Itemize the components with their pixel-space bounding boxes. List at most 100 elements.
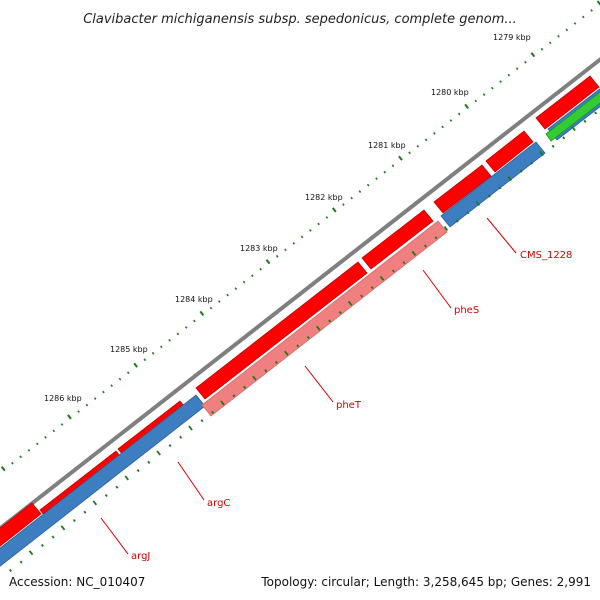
feature-green[interactable] bbox=[545, 83, 600, 142]
tick-label: 1286 kbp bbox=[44, 394, 82, 403]
scale-minor-tick bbox=[143, 358, 147, 362]
gene-label[interactable]: CMS_1228 bbox=[520, 250, 572, 261]
inner-tick bbox=[243, 385, 247, 389]
inner-tick bbox=[252, 375, 257, 381]
tick-label: 1285 kbp bbox=[110, 345, 148, 354]
inner-tick bbox=[220, 400, 225, 406]
scale-minor-tick bbox=[35, 442, 39, 446]
inner-tick bbox=[124, 475, 130, 481]
inner-tick bbox=[83, 510, 87, 514]
scale-minor-tick bbox=[482, 93, 486, 96]
tick-label: 1282 kbp bbox=[305, 193, 343, 202]
inner-tick bbox=[423, 244, 427, 248]
leader-line bbox=[177, 461, 205, 501]
scale-minor-tick bbox=[449, 119, 453, 122]
inner-tick bbox=[8, 568, 13, 572]
gene-label[interactable]: pheT bbox=[336, 400, 362, 411]
tick-label: 1281 kbp bbox=[368, 141, 406, 150]
scale-minor-tick bbox=[226, 293, 229, 297]
gene-arrow-forward[interactable] bbox=[535, 75, 600, 130]
inner-tick bbox=[72, 518, 76, 523]
gene-arrow-forward[interactable] bbox=[0, 502, 42, 547]
inner-tick bbox=[200, 419, 204, 423]
gene-label[interactable]: argC bbox=[207, 498, 230, 509]
gene-block-reverse[interactable] bbox=[440, 141, 546, 228]
inner-tick bbox=[274, 360, 278, 365]
gene-label[interactable]: pheS bbox=[454, 305, 479, 316]
inner-tick bbox=[338, 311, 342, 315]
scale-minor-tick bbox=[383, 170, 387, 174]
backbone-line bbox=[0, 57, 600, 531]
scale-minor-tick bbox=[474, 99, 478, 103]
scale-minor-tick bbox=[242, 280, 246, 284]
scale-minor-tick bbox=[118, 377, 122, 381]
inner-tick bbox=[498, 186, 502, 190]
tick-label: 1284 kbp bbox=[175, 295, 213, 304]
inner-tick bbox=[156, 450, 161, 456]
inner-tick bbox=[147, 460, 151, 464]
scale-minor-tick bbox=[77, 410, 80, 413]
gene-arrow-forward[interactable] bbox=[361, 209, 434, 270]
inner-tick bbox=[539, 151, 544, 157]
gene-block-reverse[interactable] bbox=[0, 394, 206, 567]
scale-major-tick bbox=[596, 0, 600, 6]
gene-arrow-forward[interactable] bbox=[433, 164, 492, 214]
scale-minor-tick bbox=[234, 287, 238, 291]
inner-tick bbox=[136, 469, 140, 473]
inner-tick bbox=[571, 126, 576, 132]
inner-tick bbox=[315, 325, 321, 331]
scale-minor-tick bbox=[325, 216, 329, 219]
inner-tick bbox=[92, 500, 98, 506]
scale-minor-tick bbox=[490, 86, 494, 90]
scale-minor-tick bbox=[499, 80, 502, 84]
scale-minor-tick bbox=[93, 397, 97, 400]
scale-major-tick bbox=[199, 310, 205, 317]
scale-minor-tick bbox=[275, 254, 279, 258]
leader-line bbox=[486, 217, 517, 254]
inner-tick bbox=[466, 211, 470, 215]
gene-block-highlight[interactable] bbox=[201, 220, 448, 417]
scale-minor-tick bbox=[184, 326, 188, 329]
scale-major-tick bbox=[67, 414, 72, 420]
leader-line bbox=[100, 517, 129, 555]
gene-arrow-forward[interactable] bbox=[195, 261, 368, 400]
gene-label-leaders bbox=[100, 217, 517, 555]
inner-tick bbox=[284, 350, 289, 356]
scale-major-tick bbox=[0, 466, 6, 472]
scale-minor-tick bbox=[52, 429, 56, 433]
inner-tick bbox=[443, 225, 449, 231]
scale-minor-tick bbox=[342, 203, 345, 206]
scale-minor-tick bbox=[441, 125, 444, 129]
gene-label[interactable]: argJ bbox=[131, 551, 150, 562]
tick-label: 1279 kbp bbox=[493, 33, 531, 42]
inner-tick bbox=[551, 144, 555, 148]
inner-tick bbox=[28, 550, 34, 556]
scale-minor-tick bbox=[251, 274, 254, 278]
scale-minor-tick bbox=[259, 267, 262, 271]
scale-minor-tick bbox=[573, 22, 577, 25]
scale-minor-tick bbox=[317, 222, 320, 226]
scale-major-tick bbox=[331, 207, 337, 213]
scale-minor-tick bbox=[308, 229, 312, 232]
inner-tick bbox=[115, 485, 119, 489]
inner-tick bbox=[264, 369, 268, 373]
scale-minor-tick bbox=[358, 190, 362, 193]
scale-minor-tick bbox=[366, 183, 370, 187]
scale-minor-tick bbox=[168, 338, 171, 342]
scale-minor-tick bbox=[102, 390, 105, 394]
inner-tick bbox=[211, 410, 215, 414]
inner-tick bbox=[296, 344, 300, 348]
tick-label: 1283 kbp bbox=[240, 244, 278, 253]
inner-tick bbox=[328, 319, 332, 323]
inner-tick bbox=[562, 136, 566, 140]
inner-tick bbox=[402, 261, 406, 265]
scale-minor-tick bbox=[581, 15, 585, 19]
scale-minor-tick bbox=[375, 177, 378, 181]
scale-minor-tick bbox=[424, 138, 428, 142]
gene-arrow-forward[interactable] bbox=[485, 130, 534, 173]
inner-tick bbox=[487, 194, 491, 198]
inner-tick bbox=[594, 111, 598, 115]
leader-line bbox=[304, 365, 334, 403]
inner-tick bbox=[306, 335, 310, 340]
